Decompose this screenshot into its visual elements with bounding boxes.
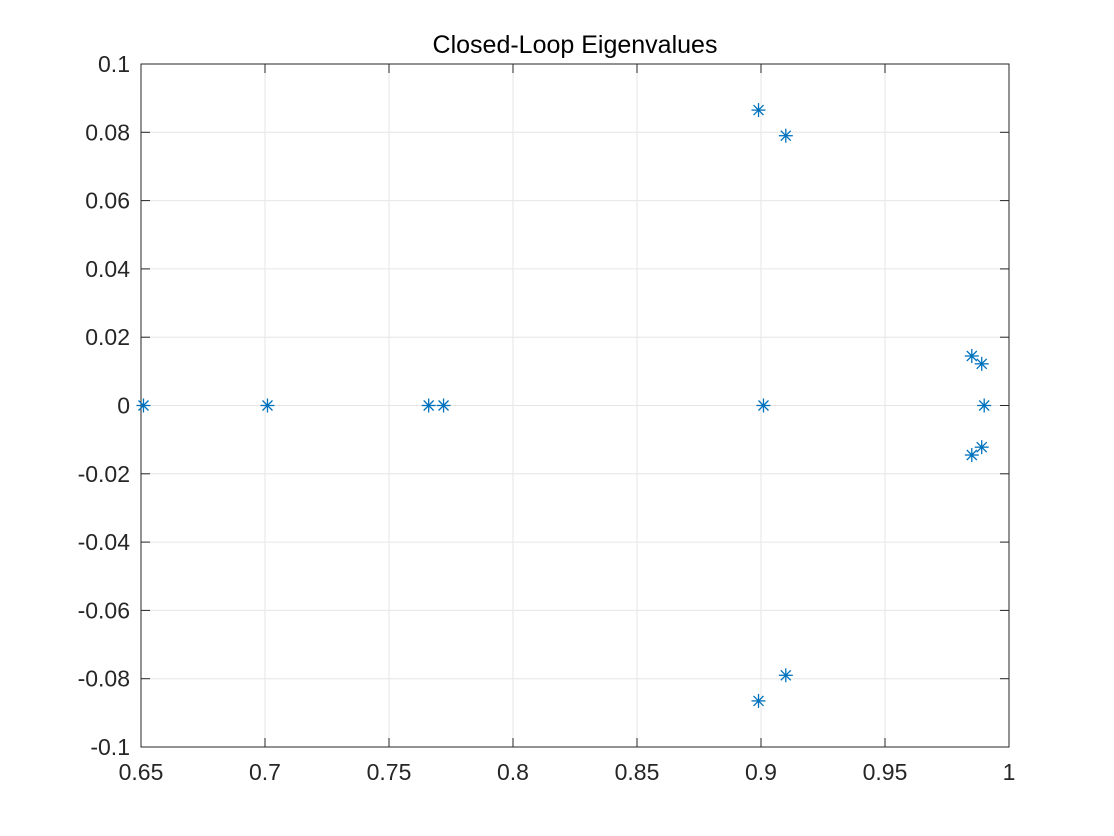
grid xyxy=(140,63,1010,748)
data-points xyxy=(136,103,992,708)
eigenvalue-point xyxy=(977,398,992,413)
x-tick-label: 0.9 xyxy=(745,759,777,785)
eigenvalue-point xyxy=(436,398,451,413)
y-tick-label: 0.04 xyxy=(85,256,130,282)
y-tick-label: 0.06 xyxy=(85,188,130,214)
x-tick-label: 0.8 xyxy=(497,759,529,785)
eigenvalue-point xyxy=(974,356,989,371)
x-tick-label: 0.75 xyxy=(367,759,412,785)
eigenvalue-point xyxy=(136,398,151,413)
y-tick-label: -0.04 xyxy=(78,529,131,555)
eigenvalue-point xyxy=(421,398,436,413)
eigenvalue-point xyxy=(751,693,766,708)
eigenvalue-point xyxy=(964,348,979,363)
y-tick-label: -0.08 xyxy=(78,666,130,692)
eigenvalue-point xyxy=(260,398,275,413)
eigenvalue-point xyxy=(756,398,771,413)
eigenvalue-point xyxy=(778,668,793,683)
y-tick-label: 0.1 xyxy=(98,51,130,77)
y-tick-label: -0.06 xyxy=(78,597,130,623)
eigenvalue-point xyxy=(751,103,766,118)
x-tick-label: 1 xyxy=(1003,759,1016,785)
y-tick-label: -0.1 xyxy=(90,734,130,760)
x-tick-label: 0.85 xyxy=(615,759,660,785)
x-tick-label: 0.65 xyxy=(119,759,164,785)
x-tick-label: 0.7 xyxy=(249,759,281,785)
y-tick-label: 0.08 xyxy=(85,119,130,145)
chart-title: Closed-Loop Eigenvalues xyxy=(433,31,718,59)
y-tick-label: 0.02 xyxy=(85,324,130,350)
x-tick-label: 0.95 xyxy=(863,759,908,785)
y-tick-label: 0 xyxy=(117,393,130,419)
eigenvalue-point xyxy=(778,128,793,143)
y-tick-label: -0.02 xyxy=(78,461,130,487)
eigenvalue-point xyxy=(974,440,989,455)
y-tick-labels: -0.1 -0.08 -0.06 -0.04 -0.02 0 0.02 0.04 0.06 0.0… xyxy=(78,51,131,760)
eigenvalue-point xyxy=(964,448,979,463)
x-tick-labels: 0.65 0.7 0.75 0.8 0.85 0.9 0.95 1 xyxy=(119,759,1016,785)
